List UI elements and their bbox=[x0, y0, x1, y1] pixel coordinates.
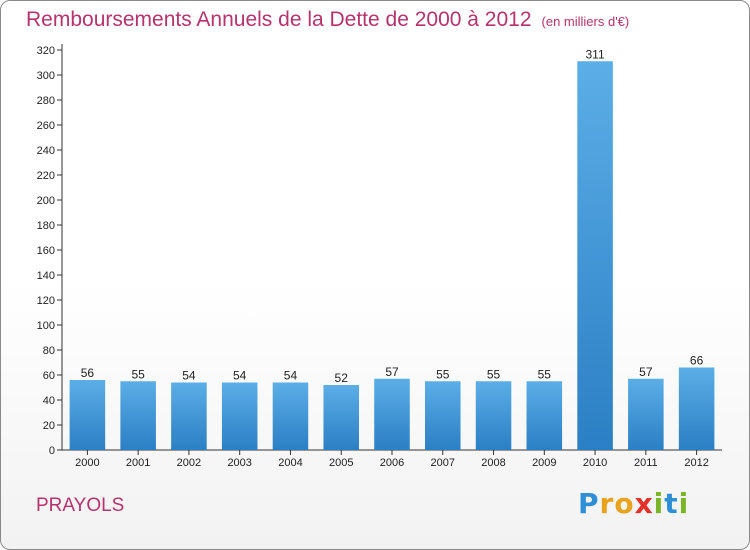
x-tick-label: 2005 bbox=[329, 457, 353, 469]
chart-bars bbox=[69, 61, 715, 450]
value-label-2003: 54 bbox=[233, 369, 247, 383]
y-tick-label: 120 bbox=[37, 295, 55, 307]
bar-2011 bbox=[628, 378, 664, 450]
y-tick-label: 280 bbox=[37, 95, 55, 107]
proxiti-logo: Proxiti bbox=[578, 487, 689, 520]
bar-2002 bbox=[171, 382, 207, 450]
x-tick-label: 2011 bbox=[634, 457, 658, 469]
y-tick-label: 260 bbox=[37, 120, 55, 132]
y-tick-label: 100 bbox=[37, 320, 55, 332]
y-tick-label: 220 bbox=[37, 170, 55, 182]
logo-letter: t bbox=[664, 487, 679, 520]
value-label-2007: 55 bbox=[436, 367, 450, 381]
chart-labels: 2000 56 2001 55 2002 54 2003 54 2004 54 2005 52 2006… bbox=[75, 47, 709, 469]
y-tick-label: 140 bbox=[37, 270, 55, 282]
logo-letter: i bbox=[678, 487, 690, 520]
x-tick-label: 2006 bbox=[380, 457, 404, 469]
y-tick-label: 160 bbox=[37, 245, 55, 257]
value-label-2008: 55 bbox=[487, 367, 501, 381]
logo-letter: i bbox=[653, 487, 665, 520]
value-label-2002: 54 bbox=[182, 369, 196, 383]
x-tick-label: 2002 bbox=[177, 457, 201, 469]
x-tick-label: 2008 bbox=[481, 457, 505, 469]
y-tick-label: 60 bbox=[43, 370, 55, 382]
x-tick-label: 2003 bbox=[227, 457, 251, 469]
logo-letter: o bbox=[614, 487, 635, 520]
x-tick-label: 2004 bbox=[278, 457, 302, 469]
unit-label: (en milliers d'€) bbox=[541, 14, 630, 29]
bar-2001 bbox=[120, 381, 156, 450]
value-label-2006: 57 bbox=[385, 365, 399, 379]
y-tick-label: 320 bbox=[37, 45, 55, 57]
bar-2003 bbox=[221, 382, 258, 450]
logo-letter: P bbox=[578, 487, 600, 520]
y-tick-label: 200 bbox=[37, 195, 55, 207]
value-label-2001: 55 bbox=[131, 367, 145, 381]
y-tick-label: 80 bbox=[43, 345, 55, 357]
bar-2012 bbox=[678, 367, 715, 450]
value-label-2010: 311 bbox=[586, 47, 605, 61]
commune-name: PRAYOLS bbox=[36, 495, 125, 516]
chart-axes: 0 20 40 60 80 100 120 140 160 180 200 220 240 260 280 3… bbox=[37, 44, 722, 457]
y-tick-label: 20 bbox=[43, 420, 55, 432]
bar-2010 bbox=[577, 61, 613, 450]
bar-2009 bbox=[526, 381, 563, 450]
x-tick-label: 2001 bbox=[126, 457, 150, 469]
value-label-2000: 56 bbox=[81, 366, 95, 380]
logo-letter: x bbox=[634, 487, 654, 520]
y-tick-label: 0 bbox=[49, 445, 55, 457]
x-tick-label: 2010 bbox=[583, 457, 607, 469]
x-tick-label: 2009 bbox=[532, 457, 556, 469]
y-tick-label: 240 bbox=[37, 145, 55, 157]
logo-letter: r bbox=[599, 487, 615, 520]
x-tick-label: 2007 bbox=[431, 457, 455, 469]
title-text: Remboursements Annuels de la Dette de 20… bbox=[26, 8, 532, 31]
value-label-2012: 66 bbox=[690, 354, 704, 368]
value-label-2004: 54 bbox=[284, 369, 298, 383]
x-tick-label: 2000 bbox=[75, 457, 99, 469]
value-label-2009: 55 bbox=[538, 367, 552, 381]
x-tick-label: 2012 bbox=[684, 457, 708, 469]
value-label-2005: 52 bbox=[335, 371, 349, 385]
y-tick-label: 180 bbox=[37, 220, 55, 232]
y-tick-label: 40 bbox=[43, 395, 55, 407]
bar-2005 bbox=[323, 385, 359, 450]
chart-title: Remboursements Annuels de la Dette de 20… bbox=[26, 8, 629, 32]
y-tick-label: 300 bbox=[37, 70, 55, 82]
bar-2006 bbox=[374, 378, 410, 450]
bar-2004 bbox=[272, 382, 309, 450]
bar-2000 bbox=[69, 380, 106, 450]
bar-2008 bbox=[475, 381, 512, 450]
value-label-2011: 57 bbox=[639, 365, 653, 379]
bar-2007 bbox=[425, 381, 461, 450]
